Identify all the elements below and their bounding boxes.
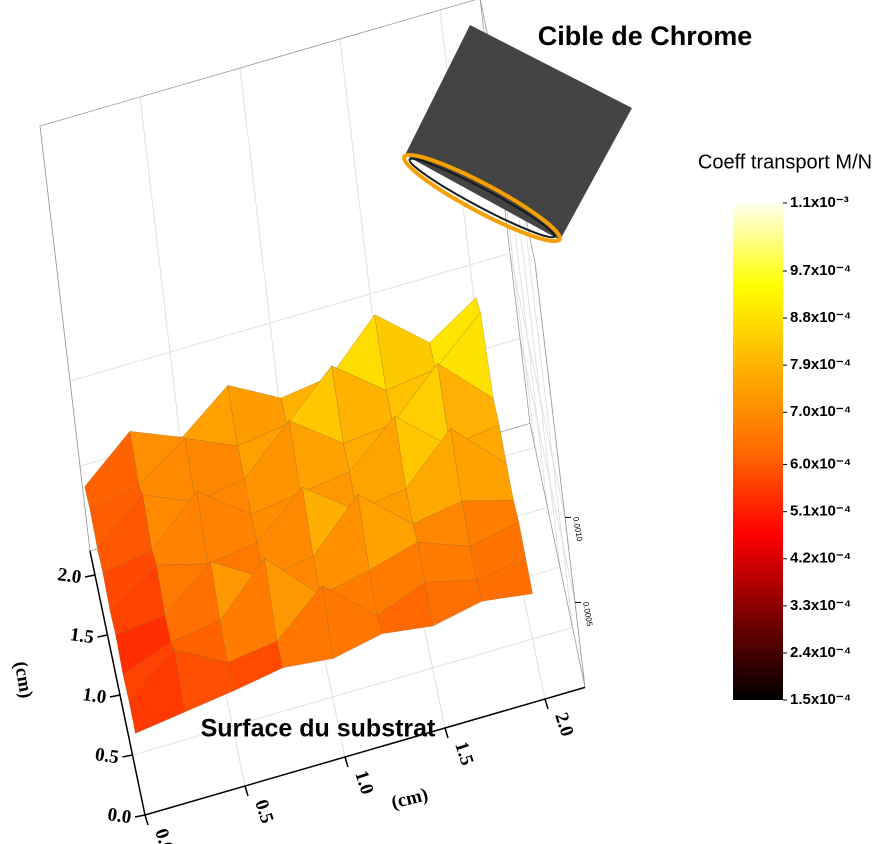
x-tick bbox=[344, 756, 349, 768]
colorbar-ticks: 1.5x10⁻⁴ 2.4x10⁻⁴ 3.3x10⁻⁴ 4.2x10⁻⁴ 5.1x10⁻⁴… bbox=[783, 194, 851, 708]
target-ring bbox=[402, 152, 562, 244]
grid-line bbox=[522, 202, 573, 628]
y-axis-label: (cm) bbox=[10, 660, 37, 700]
z-tick-label: 0.0010 bbox=[571, 516, 584, 542]
y-tick-label: 1.0 bbox=[81, 684, 107, 708]
target-ring-inner bbox=[408, 157, 556, 239]
y-axis bbox=[89, 550, 146, 816]
x-tick-label: 2.0 bbox=[550, 710, 577, 739]
surface-patch bbox=[424, 579, 483, 627]
y-tick-label: 1.5 bbox=[69, 624, 95, 648]
y-tick bbox=[84, 574, 96, 578]
y-tick bbox=[97, 634, 108, 638]
x-axis-label: (cm) bbox=[389, 784, 430, 813]
x-tick bbox=[244, 785, 249, 797]
grid-line bbox=[69, 252, 511, 382]
colorbar-label: Coeff transport M/N bbox=[698, 151, 872, 173]
y-tick-label: 0.0 bbox=[106, 804, 132, 828]
y-tick bbox=[109, 694, 121, 698]
colorbar-tick-label: 2.4x10⁻⁴ bbox=[790, 644, 851, 661]
grid-line bbox=[132, 626, 573, 756]
colorbar-tick-label: 1.5x10⁻⁴ bbox=[790, 691, 851, 708]
x-axis bbox=[144, 686, 586, 816]
colorbar-tick-label: 8.8x10⁻⁴ bbox=[790, 309, 851, 326]
grid-line bbox=[509, 253, 566, 518]
surface bbox=[84, 297, 533, 734]
surface-patch bbox=[417, 541, 477, 583]
colorbar-tick-label: 7.0x10⁻⁴ bbox=[790, 403, 851, 420]
box-edge bbox=[534, 262, 586, 688]
chrome-target bbox=[402, 25, 632, 244]
colorbar-tick-label: 4.2x10⁻⁴ bbox=[790, 550, 851, 567]
colorbar bbox=[733, 203, 783, 700]
box-edge bbox=[529, 423, 586, 688]
box-edge bbox=[39, 0, 476, 127]
colorbar-tick-label: 6.0x10⁻⁴ bbox=[790, 456, 851, 473]
x-tick-label: 0.5 bbox=[250, 797, 277, 826]
y-tick bbox=[134, 814, 146, 818]
z-tick-label: 0.0005 bbox=[581, 601, 594, 627]
y-tick-label: 0.5 bbox=[94, 744, 120, 768]
colorbar-tick-label: 1.1x10⁻³ bbox=[790, 194, 849, 211]
surface-patch bbox=[476, 558, 533, 602]
colorbar-tick-label: 9.7x10⁻⁴ bbox=[790, 262, 851, 279]
colorbar-tick-label: 5.1x10⁻⁴ bbox=[790, 503, 851, 520]
x-tick bbox=[544, 698, 549, 710]
x-tick-label: 1.5 bbox=[450, 739, 477, 768]
x-tick-label: 0.0 bbox=[150, 826, 177, 844]
box-edge bbox=[39, 125, 91, 552]
y-tick bbox=[122, 754, 133, 758]
surface-label: Surface du substrat bbox=[201, 715, 436, 743]
grid-line bbox=[519, 338, 576, 603]
y-tick-label: 2.0 bbox=[56, 564, 82, 588]
target-label: Cible de Chrome bbox=[538, 21, 753, 51]
colorbar-tick-label: 3.3x10⁻⁴ bbox=[790, 597, 851, 614]
x-tick-label: 1.0 bbox=[350, 768, 377, 797]
x-tick bbox=[144, 814, 149, 826]
target-face bbox=[405, 25, 632, 240]
colorbar-tick-label: 7.9x10⁻⁴ bbox=[790, 356, 851, 373]
x-tick bbox=[444, 727, 449, 739]
